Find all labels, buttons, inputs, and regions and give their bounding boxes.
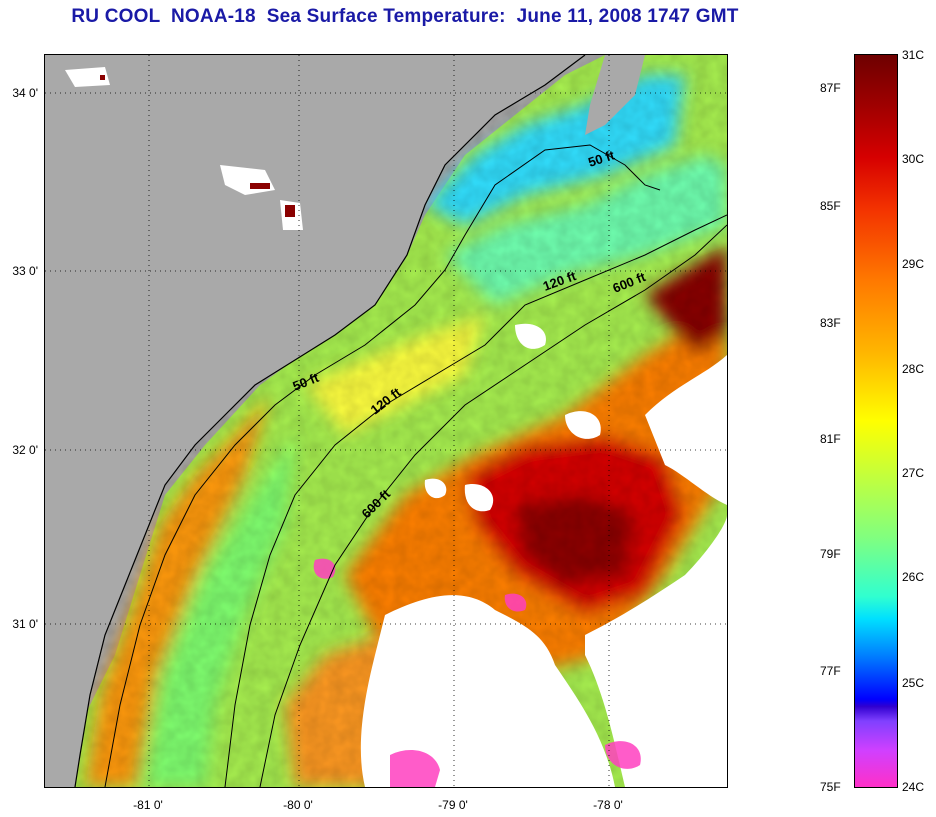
land-mask [45, 55, 585, 787]
contour-50ft [104, 144, 661, 787]
contour-600ft [259, 224, 727, 787]
lon-label-78: -78 0' [593, 798, 623, 812]
lat-label-34: 34 0' [12, 86, 38, 100]
warm-spots [100, 75, 295, 217]
depth-contours [104, 144, 727, 787]
colorbar-label-31c: 31C [902, 48, 925, 62]
cloud-cover [65, 67, 727, 787]
sst-map: 50 ft 50 ft 120 ft 120 ft 600 ft 600 ft [44, 54, 728, 788]
coastline [74, 55, 586, 787]
colorbar-label-83f: 83F [820, 316, 841, 330]
colorbar-label-27c: 27C [902, 466, 925, 480]
contour-120ft [224, 214, 727, 787]
colorbar-label-75f: 75F [820, 780, 841, 794]
land-cape [585, 55, 645, 135]
lat-label-31: 31 0' [12, 617, 38, 631]
colorbar-label-26c: 26C [902, 570, 925, 584]
colorbar-label-30c: 30C [902, 152, 925, 166]
colorbar-label-25c: 25C [902, 676, 925, 690]
lon-label-80: -80 0' [283, 798, 313, 812]
cold-patches [313, 558, 641, 787]
colorbar-label-29c: 29C [902, 257, 925, 271]
colorbar-label-81f: 81F [820, 432, 841, 446]
sst-map-canvas: 50 ft 50 ft 120 ft 120 ft 600 ft 600 ft [45, 55, 727, 787]
colorbar-label-24c: 24C [902, 780, 925, 794]
colorbar-label-28c: 28C [902, 362, 925, 376]
lat-label-32: 32 0' [12, 443, 38, 457]
map-title: RU COOL NOAA-18 Sea Surface Temperature:… [71, 6, 739, 27]
colorbar-label-79f: 79F [820, 547, 841, 561]
lon-label-79: -79 0' [438, 798, 468, 812]
lat-label-33: 33 0' [12, 264, 38, 278]
temperature-colorbar [854, 54, 898, 788]
graticule [45, 55, 727, 787]
colorbar-label-87f: 87F [820, 81, 841, 95]
colorbar-label-77f: 77F [820, 664, 841, 678]
colorbar-label-85f: 85F [820, 199, 841, 213]
lon-label-81: -81 0' [133, 798, 163, 812]
